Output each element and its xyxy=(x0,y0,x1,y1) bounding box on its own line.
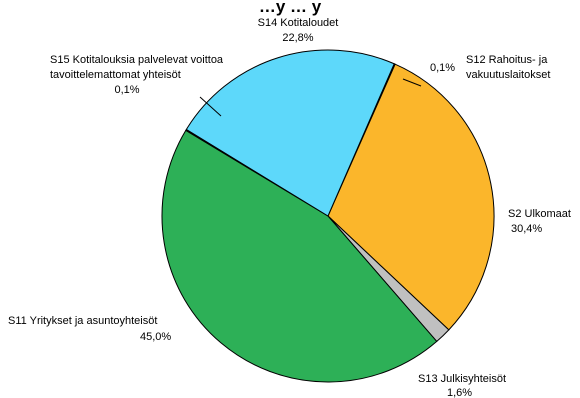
pie-slices xyxy=(161,49,495,383)
pie-slice-s14 xyxy=(185,49,395,217)
leader-lines xyxy=(199,78,422,117)
slice-label-s15-line2: tavoittelemattomat yhteisöt xyxy=(50,69,181,81)
slice-label-s11-name: S11 Yritykset ja asuntoyhteisöt xyxy=(8,315,157,327)
pie-slice-s2 xyxy=(327,63,495,331)
slice-label-s2-value: 30,4% xyxy=(511,223,542,235)
slice-label-s13-name: S13 Julkisyhteisöt xyxy=(418,373,506,385)
slice-label-s14-value: 22,8% xyxy=(282,32,313,44)
slice-label-s15-line1: S15 Kotitalouksia palvelevat voittoa xyxy=(50,54,224,66)
slice-label-s12-line1: S12 Rahoitus- ja xyxy=(466,54,548,66)
slice-label-s12-line2: vakuutuslaitokset xyxy=(466,69,550,81)
slice-label-s2-name: S2 Ulkomaat xyxy=(508,208,571,220)
leader-line-s15 xyxy=(199,96,222,117)
slice-label-s13-value: 1,6% xyxy=(447,387,472,398)
slice-label-s12-value: 0,1% xyxy=(430,62,455,74)
slice-label-s14-name: S14 Kotitaloudet xyxy=(258,17,339,29)
leader-line-s12 xyxy=(402,78,422,87)
pie-slice-s11 xyxy=(161,129,438,383)
slice-label-s15-value: 0,1% xyxy=(114,84,139,96)
chart-title: …y … y xyxy=(259,0,322,16)
slice-label-s11-value: 45,0% xyxy=(140,331,171,343)
